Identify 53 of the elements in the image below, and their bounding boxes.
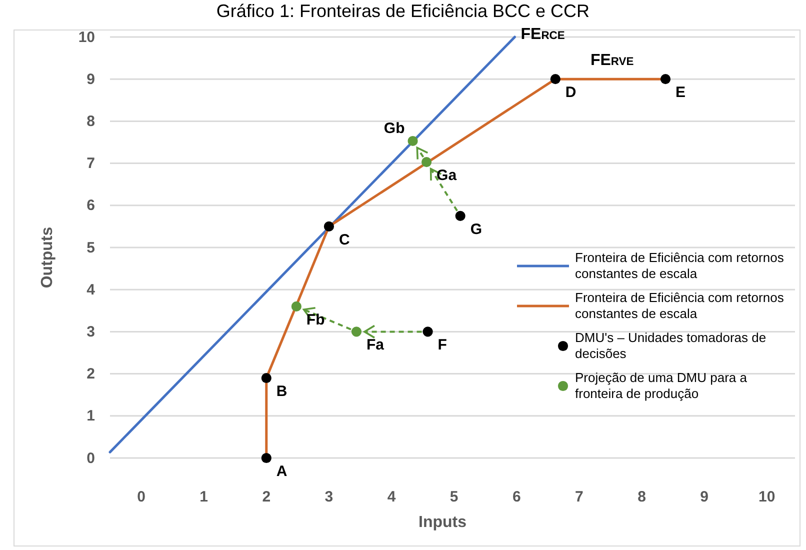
point [408,136,418,146]
legend-label: Projeção de uma DMU para a fronteira de produção [575,370,748,401]
x-tick-label: 5 [450,488,458,506]
y-tick-label: 1 [86,408,95,425]
point [261,452,272,464]
legend-label: Fronteira de Eficiência com retornos constantes de escala [575,290,784,321]
annotation: FERCE [520,26,566,43]
annotation: Fb [306,311,325,328]
point [324,221,334,232]
y-tick-label: 3 [86,324,95,340]
x-tick-label: 3 [324,488,334,506]
y-tick-label: 7 [86,155,95,172]
point [421,157,432,168]
legend-label: DMU's – Unidades tomadoras de decisões [575,330,766,361]
x-tick-label: 7 [575,488,584,506]
x-tick-label: 9 [700,488,708,506]
point [455,210,466,221]
y-tick-label: 2 [86,366,95,383]
y-tick-label: 5 [86,239,95,256]
legend-label: Fronteira de Eficiência com retornos constantes de escala [575,250,784,281]
annotation: FERVE [590,52,634,70]
y-tick-label: 9 [86,70,95,88]
point [660,74,671,84]
x-tick-label: 1 [200,488,208,506]
point [550,74,560,84]
annotation: B [276,383,288,400]
annotation: Gb [384,120,405,137]
y-tick-label: 0 [86,450,95,467]
point [422,326,433,337]
y-tick-label: 4 [86,281,96,298]
x-tick-label: 8 [638,488,646,506]
y-tick-label: 6 [86,197,95,214]
point [291,301,302,312]
x-tick-label: 0 [137,488,146,506]
point [261,372,272,384]
point [351,326,362,337]
annotation: C [338,231,350,248]
x-tick-label: 2 [262,488,271,506]
annotation: Ga [436,167,458,184]
chart-title: Gráfico 1: Fronteiras de Eficiência BCC e CCR [216,1,590,21]
y-tick-label: 10 [78,28,95,46]
annotation: Fa [366,336,385,354]
x-axis-title: Inputs [418,514,467,531]
annotation: G [470,220,482,238]
y-tick-label: 8 [86,113,95,130]
annotation: A [276,463,288,480]
x-tick-label: 10 [758,488,776,506]
y-axis-title: Outputs [39,226,56,288]
x-tick-label: 4 [387,488,396,506]
x-tick-label: 6 [512,488,521,506]
annotation: D [565,84,576,102]
annotation: F [438,336,447,354]
annotation: E [676,84,686,102]
